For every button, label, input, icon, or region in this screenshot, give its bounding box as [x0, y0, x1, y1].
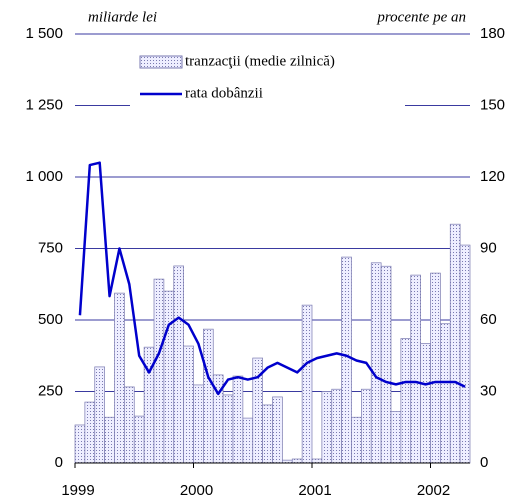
legend-swatch [139, 55, 183, 69]
y2-tick-label: 120 [480, 168, 505, 185]
bar [331, 388, 342, 464]
y-tick-label: 1 250 [25, 96, 63, 113]
legend-label: tranzacţii (medie zilnică) [185, 53, 335, 69]
bar [222, 394, 234, 464]
bar [133, 415, 145, 464]
bar [203, 328, 214, 464]
y2-tick-label: 0 [480, 454, 488, 471]
bar [351, 416, 362, 464]
y-tick-label: 1 500 [25, 25, 63, 42]
y-tick-label: 750 [38, 239, 63, 256]
legend-label: rata dobânzii [185, 85, 263, 101]
bar [153, 278, 165, 464]
bar [321, 391, 333, 464]
bar [104, 416, 115, 464]
bar [459, 244, 471, 464]
bar [193, 384, 204, 464]
bar [400, 338, 412, 464]
bar [84, 401, 96, 464]
y2-tick-label: 150 [480, 96, 505, 113]
bar [74, 424, 86, 464]
bar [341, 256, 352, 464]
y-tick-label: 250 [38, 382, 63, 399]
bar [183, 345, 194, 464]
bar [114, 292, 125, 464]
bar [430, 272, 441, 464]
y2-tick-label: 30 [480, 382, 497, 399]
bar [311, 458, 323, 464]
bar [124, 386, 135, 464]
y2-tick-label: 60 [480, 311, 497, 328]
x-tick-label: 2000 [180, 482, 213, 499]
bar [361, 388, 372, 464]
y-tick-label: 500 [38, 311, 63, 328]
bar [449, 223, 461, 464]
bar [420, 343, 431, 464]
bar [410, 274, 421, 464]
bar [440, 323, 451, 464]
x-tick-label: 1999 [61, 482, 94, 499]
bar [242, 417, 254, 464]
bar [94, 366, 105, 464]
bar [173, 265, 184, 464]
bar [232, 375, 244, 464]
y2-tick-label: 180 [480, 25, 505, 42]
x-tick-label: 2001 [298, 482, 331, 499]
bar [291, 458, 303, 464]
bar [380, 265, 392, 464]
bar [163, 290, 175, 464]
y-axis-label: miliarde lei [88, 9, 157, 25]
y-tick-label: 1 000 [25, 168, 63, 185]
bar [262, 404, 273, 464]
y2-axis-label: procente pe an [376, 9, 466, 25]
bar [370, 262, 382, 464]
line [78, 161, 466, 396]
bar [301, 304, 313, 464]
y-tick-label: 0 [55, 454, 63, 471]
bar [272, 396, 283, 464]
y2-tick-label: 90 [480, 239, 497, 256]
x-tick-label: 2002 [417, 482, 450, 499]
bar [390, 411, 402, 464]
